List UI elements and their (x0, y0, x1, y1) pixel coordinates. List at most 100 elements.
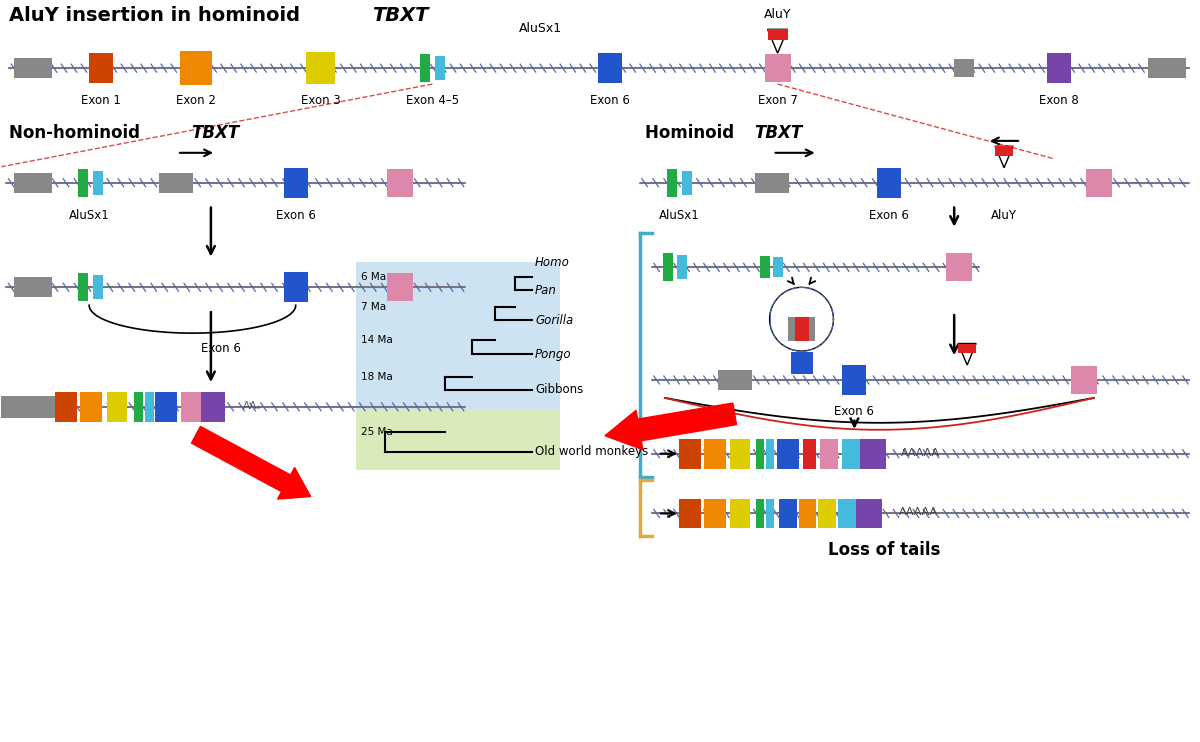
Bar (662, 254, 673, 281)
Bar (857, 499, 882, 528)
Text: Non-hominoid: Non-hominoid (10, 124, 146, 142)
Bar (839, 499, 857, 528)
Bar (388, 168, 414, 197)
Bar (14, 278, 53, 298)
Bar (773, 257, 782, 278)
Bar (803, 439, 816, 469)
Text: Exon 6: Exon 6 (834, 405, 875, 418)
Text: AluSx1: AluSx1 (518, 22, 562, 36)
Bar (954, 59, 974, 77)
Text: Exon 7: Exon 7 (757, 94, 798, 107)
Bar (766, 439, 774, 469)
Bar (877, 168, 901, 197)
Text: 18 Ma: 18 Ma (360, 372, 392, 382)
Bar (730, 499, 750, 528)
Bar (107, 392, 127, 421)
Text: Loss of tails: Loss of tails (828, 542, 941, 559)
Bar (89, 53, 113, 83)
Text: 7 Ma: 7 Ma (360, 302, 385, 312)
Bar (94, 275, 103, 299)
Bar (730, 439, 750, 469)
FancyArrow shape (605, 403, 737, 450)
Bar (1070, 366, 1097, 394)
Text: 14 Ma: 14 Ma (360, 335, 392, 345)
Text: Exon 4–5: Exon 4–5 (406, 94, 458, 107)
Bar (200, 392, 224, 421)
Bar (768, 29, 787, 40)
Bar (283, 168, 307, 197)
Bar (995, 146, 1013, 156)
Text: Homo: Homo (535, 256, 570, 269)
Bar (842, 439, 860, 469)
Text: AluSx1: AluSx1 (68, 209, 109, 222)
Bar (755, 173, 788, 193)
Text: AAAAA: AAAAA (899, 508, 938, 517)
Text: AAₑ: AAₑ (242, 401, 262, 411)
Bar (94, 171, 103, 194)
Text: AluY: AluY (991, 209, 1018, 222)
Bar (80, 392, 102, 421)
Text: Exon 2: Exon 2 (176, 94, 216, 107)
Text: Hominoid: Hominoid (644, 124, 739, 142)
Text: Exon 3: Exon 3 (301, 94, 341, 107)
Bar (779, 499, 797, 528)
Bar (764, 54, 791, 82)
Bar (388, 273, 414, 301)
Text: Exon 6: Exon 6 (590, 94, 630, 107)
Bar (155, 392, 176, 421)
Bar (667, 168, 677, 197)
Text: Exon 6: Exon 6 (869, 209, 910, 222)
Bar (306, 52, 335, 84)
Bar (682, 171, 691, 194)
Bar (420, 54, 431, 82)
Text: Gorilla: Gorilla (535, 314, 574, 326)
Bar (842, 365, 866, 395)
Bar (78, 273, 88, 301)
Bar (1147, 58, 1186, 78)
Polygon shape (768, 29, 787, 53)
Polygon shape (995, 146, 1013, 168)
Bar (860, 439, 887, 469)
Bar (1046, 53, 1070, 83)
Bar (821, 439, 839, 469)
Bar (756, 499, 763, 528)
Text: Old world monkeys: Old world monkeys (535, 445, 648, 459)
Bar (787, 317, 816, 341)
Text: TBXT: TBXT (191, 124, 239, 142)
Text: Pan: Pan (535, 283, 557, 297)
Bar (355, 263, 560, 410)
Bar (818, 499, 836, 528)
Bar (144, 392, 154, 421)
Bar (718, 370, 751, 390)
Bar (181, 392, 200, 421)
Bar (703, 499, 726, 528)
Text: Exon 6: Exon 6 (276, 209, 316, 222)
Bar (14, 173, 53, 193)
FancyArrow shape (192, 427, 311, 499)
Text: Gibbons: Gibbons (535, 384, 583, 396)
Bar (180, 51, 212, 85)
Text: AluSx1: AluSx1 (659, 209, 700, 222)
Bar (436, 56, 445, 80)
Text: 6 Ma: 6 Ma (360, 272, 385, 283)
Text: Exon 6: Exon 6 (200, 342, 241, 355)
Bar (133, 392, 143, 421)
Bar (794, 317, 809, 341)
Text: TBXT: TBXT (372, 6, 428, 24)
Bar (160, 173, 193, 193)
Bar (14, 58, 53, 78)
Bar (677, 255, 686, 279)
Bar (355, 410, 560, 470)
Bar (776, 439, 798, 469)
Bar (55, 392, 77, 421)
Bar (760, 257, 769, 278)
Bar (598, 53, 622, 83)
Text: AAAAA: AAAAA (901, 447, 941, 458)
Bar (283, 272, 307, 302)
Text: TBXT: TBXT (755, 124, 803, 142)
Text: 25 Ma: 25 Ma (360, 427, 392, 437)
Bar (958, 344, 976, 353)
Bar (946, 254, 972, 281)
Text: AluY: AluY (764, 8, 791, 22)
Bar (78, 168, 88, 197)
